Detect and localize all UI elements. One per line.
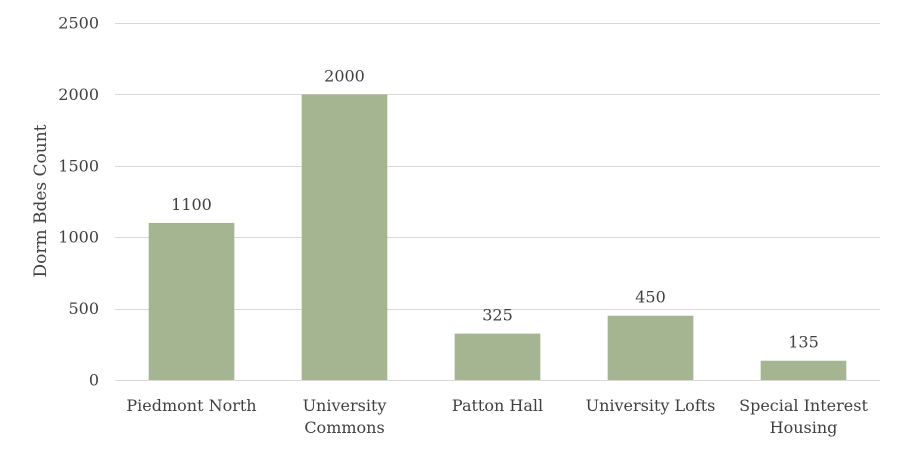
bar [760, 360, 847, 380]
data-label: 325 [482, 306, 513, 325]
bar [148, 222, 235, 380]
category-label-line: Commons [304, 418, 384, 437]
category-label-line: Housing [770, 418, 838, 437]
bar [454, 333, 541, 380]
data-label: 450 [635, 288, 666, 307]
category-label-line: Piedmont North [126, 396, 256, 415]
y-tick-label: 1000 [58, 228, 99, 247]
y-tick-label: 2500 [58, 14, 99, 33]
x-axis-category-labels: Piedmont North University Commons Patton Ha… [126, 396, 868, 437]
category-label: Special Interest Housing [739, 396, 868, 437]
data-label: 1100 [171, 195, 212, 214]
bar [301, 94, 388, 381]
y-tick-label: 500 [68, 299, 99, 318]
y-axis-title: Dorm Bdes Count [31, 124, 51, 277]
category-label: Patton Hall [452, 396, 543, 415]
y-axis-tick-labels: 0 500 1000 1500 2000 2500 [58, 14, 99, 390]
gridlines [115, 23, 880, 381]
category-label-line: Patton Hall [452, 396, 543, 415]
data-labels: 1100 2000 325 450 135 [171, 66, 819, 351]
category-label: Piedmont North [126, 396, 256, 415]
bar [607, 315, 694, 380]
category-label: University Commons [303, 396, 387, 437]
category-label-line: University Lofts [586, 396, 716, 415]
data-label: 135 [788, 333, 819, 352]
bars [148, 94, 847, 381]
category-label-line: University [303, 396, 387, 415]
category-label-line: Special Interest [739, 396, 868, 415]
category-label: University Lofts [586, 396, 716, 415]
y-tick-label: 2000 [58, 85, 99, 104]
y-tick-label: 0 [89, 371, 99, 390]
data-label: 2000 [324, 66, 365, 85]
y-tick-label: 1500 [58, 156, 99, 175]
